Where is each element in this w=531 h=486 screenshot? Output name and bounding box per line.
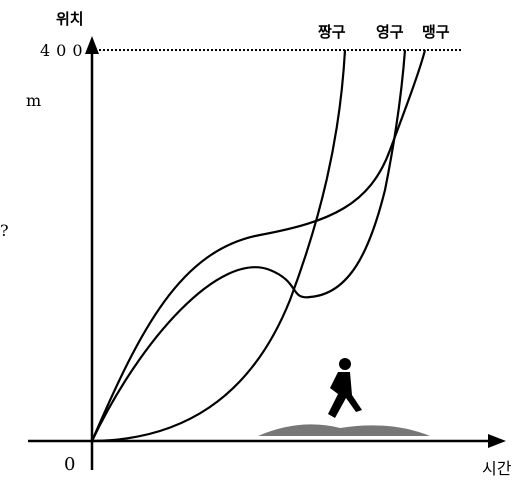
curve (91, 49, 407, 442)
unit: m (26, 91, 41, 110)
curve-label: 영구 (376, 23, 404, 41)
curve (90, 49, 427, 442)
origin-label: 0 (64, 454, 75, 475)
curve-label: 맹구 (422, 23, 450, 41)
max-label: 400 (40, 41, 89, 60)
runner-icon (258, 358, 430, 436)
mark: ? (0, 221, 9, 240)
curve-label: 짱구 (318, 23, 346, 41)
y-label: 위치 (56, 10, 84, 28)
curve (91, 49, 347, 443)
x-label: 시간 (482, 459, 512, 478)
x-arrow (488, 434, 506, 448)
